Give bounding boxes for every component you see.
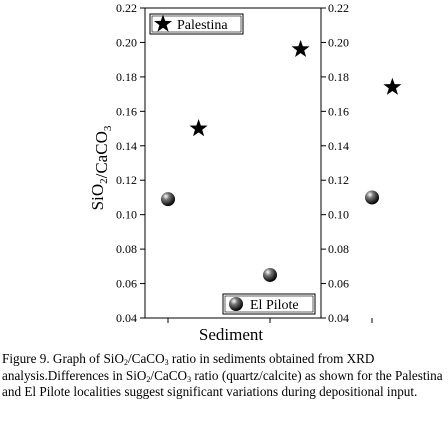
y-tick-label-right: 0.12: [328, 173, 349, 187]
y-tick-label: 0.20: [116, 35, 137, 49]
y-tick-label: 0.18: [116, 70, 137, 84]
y-tick-label-right: 0.10: [328, 208, 349, 222]
y-tick-label: 0.16: [116, 104, 137, 118]
el-pilote-point: [365, 190, 379, 205]
legend-label: El Pilote: [250, 298, 299, 313]
y-tick-label-right: 0.18: [328, 70, 349, 84]
y-axis-title-part: /CaCO: [92, 131, 111, 178]
y-tick-label: 0.12: [116, 173, 137, 187]
y-tick-label: 0.14: [116, 139, 137, 153]
y-axis-title-part: SiO: [88, 184, 107, 210]
y-axis-title: SiO2/CaCO3: [88, 125, 114, 210]
legend-label: Palestina: [177, 18, 228, 33]
plot-area: [144, 7, 322, 319]
scatter-chart: 0.04 0.06 0.08 0.10 0.12 0.14 0.16 0.18 0.20 0.22…: [88, 1, 402, 344]
x-axis: [167, 318, 373, 323]
y-axis-title-part: 3: [102, 125, 114, 131]
el-pilote-point: [161, 192, 175, 207]
plot-border: [144, 7, 322, 319]
y-tick-label: 0.10: [116, 208, 137, 222]
y-tick-label-right: 0.16: [328, 104, 349, 118]
caption-subscript: 2: [146, 374, 151, 384]
right-y-axis: 0.04 0.06 0.08 0.10 0.12 0.14 0.16 0.18 0.20 0.22: [321, 1, 349, 325]
legend-marker-star: [153, 14, 173, 32]
caption-text: Figure 9. Graph of SiO: [2, 351, 124, 366]
legend-marker-sphere: [229, 297, 243, 311]
caption-text: ratio in sediments obtained from XRD ana…: [2, 351, 375, 383]
y-tick-label-right: 0.20: [328, 35, 349, 49]
left-y-axis: 0.04 0.06 0.08 0.10 0.12 0.14 0.16 0.18 0.20 0.22: [116, 1, 145, 325]
palestina-point: [189, 119, 208, 137]
legend-box: [149, 13, 244, 35]
el-pilote-point: [263, 267, 277, 282]
y-tick-label-right: 0.22: [328, 1, 349, 15]
figure-caption: Figure 9. Graph of SiO2/CaCO3 ratio in s…: [2, 351, 446, 401]
y-tick-label: 0.22: [116, 1, 137, 15]
palestina-point: [383, 77, 402, 95]
caption-subscript: 3: [187, 374, 192, 384]
legends: Palestina El Pilote: [149, 13, 316, 315]
caption-text: /CaCO: [127, 351, 165, 366]
y-tick-label: 0.04: [116, 311, 137, 325]
x-axis-title: Sediment: [199, 325, 263, 344]
legend-inner-border: [151, 15, 242, 33]
y-axis-title-part: 2: [98, 178, 110, 184]
y-tick-label-right: 0.04: [328, 311, 349, 325]
y-tick-label: 0.08: [116, 242, 137, 256]
legend-inner-border: [224, 295, 314, 313]
y-tick-label-right: 0.14: [328, 139, 349, 153]
caption-text: /CaCO: [150, 367, 188, 383]
y-tick-label-right: 0.08: [328, 242, 349, 256]
palestina-point: [291, 39, 310, 58]
data-points: [161, 39, 402, 282]
y-tick-label: 0.06: [116, 277, 137, 291]
y-tick-label-right: 0.06: [328, 277, 349, 291]
caption-subscript: 3: [164, 358, 169, 367]
caption-text: ratio (quartz/calcite) as shown for the …: [2, 367, 443, 400]
caption-subscript: 2: [123, 358, 128, 367]
legend-box: [222, 293, 316, 315]
